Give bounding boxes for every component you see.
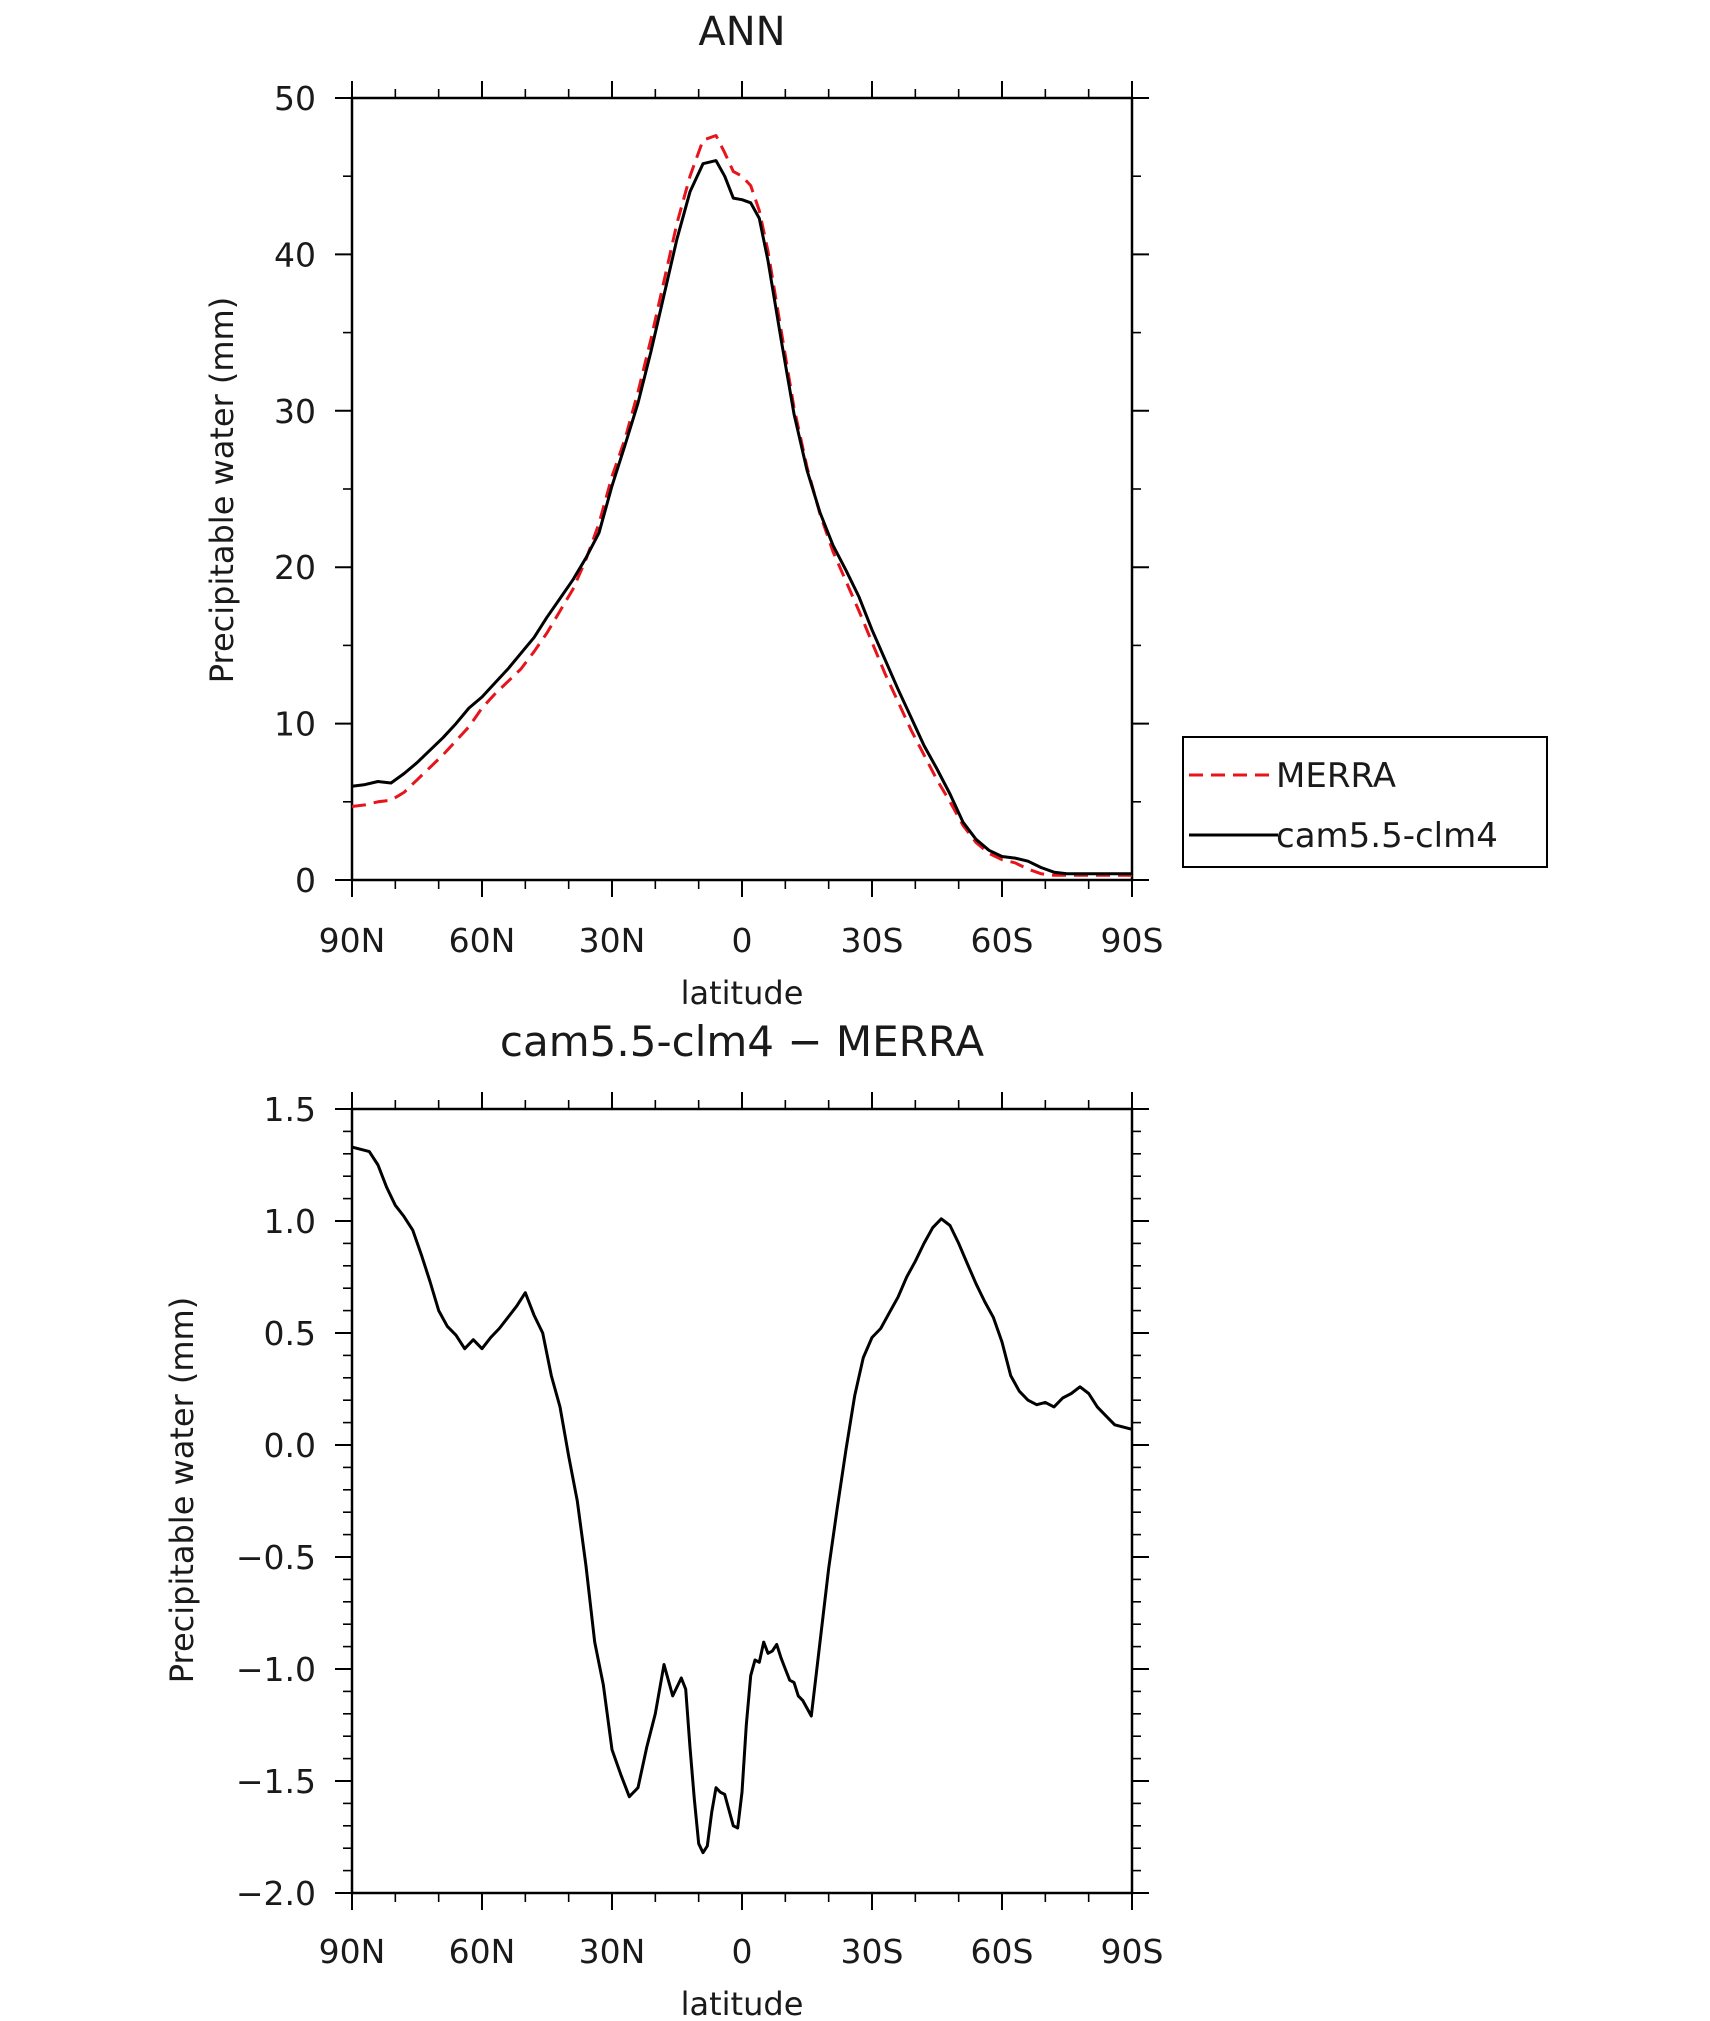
x-axis-title: latitude bbox=[681, 974, 804, 1012]
y-tick-label: 20 bbox=[274, 548, 316, 587]
x-axis-title: latitude bbox=[681, 1985, 804, 2021]
legend-label-cam: cam5.5-clm4 bbox=[1276, 816, 1498, 856]
x-tick-label: 30N bbox=[579, 921, 646, 960]
x-tick-label: 90N bbox=[319, 921, 386, 960]
y-tick-label: −1.5 bbox=[236, 1762, 316, 1801]
y-tick-label: 1.0 bbox=[264, 1202, 316, 1241]
chart-title: ANN bbox=[698, 9, 785, 55]
series-layer bbox=[351, 134, 1132, 877]
x-tick-label: 30S bbox=[841, 1932, 904, 1971]
x-tick-label: 60S bbox=[971, 1932, 1034, 1971]
plot-frame bbox=[350, 96, 1134, 882]
x-tick-label: 0 bbox=[732, 921, 753, 960]
y-tick-label: 50 bbox=[274, 79, 316, 118]
y-tick-label: 30 bbox=[274, 392, 316, 431]
series-layer bbox=[351, 1145, 1133, 1855]
x-tick-label: 90S bbox=[1101, 1932, 1164, 1971]
y-tick-label: 0.0 bbox=[264, 1426, 316, 1465]
y-tick-label: −0.5 bbox=[236, 1538, 316, 1577]
x-tick-label: 90N bbox=[319, 1932, 386, 1971]
x-tick-label: 90S bbox=[1101, 921, 1164, 960]
panel-annual-mean: ANN 90N 60N 30N 0 30S 60S 90S 0 10 20 30 40 50 Preci… bbox=[203, 9, 1548, 1012]
x-tick-label: 30S bbox=[841, 921, 904, 960]
series-line-difference bbox=[351, 1145, 1133, 1855]
x-tick-label: 0 bbox=[732, 1932, 753, 1971]
x-tick-label: 60S bbox=[971, 921, 1034, 960]
y-tick-label: 1.5 bbox=[264, 1090, 316, 1129]
chart-title: cam5.5-clm4 − MERRA bbox=[500, 1017, 984, 1066]
x-tick-label: 60N bbox=[449, 921, 516, 960]
x-tick-label: 60N bbox=[449, 1932, 516, 1971]
y-tick-label: −2.0 bbox=[236, 1874, 316, 1913]
axes: 90N 60N 30N 0 30S 60S 90S 0 10 20 30 40 50 bbox=[274, 79, 1163, 960]
x-tick-label: 30N bbox=[579, 1932, 646, 1971]
legend-label-merra: MERRA bbox=[1276, 756, 1396, 796]
y-tick-label: 0.5 bbox=[264, 1314, 316, 1353]
y-tick-label: 0 bbox=[295, 861, 316, 900]
y-axis-title: Precipitable water (mm) bbox=[163, 1297, 201, 1683]
y-axis-title: Precipitable water (mm) bbox=[203, 297, 241, 683]
axes: 90N 60N 30N 0 30S 60S 90S 1.5 1.0 0.5 0.0 −0.5 −1.0 −… bbox=[236, 1090, 1164, 1971]
y-tick-label: 10 bbox=[274, 705, 316, 744]
y-tick-label: −1.0 bbox=[236, 1650, 316, 1689]
series-line-merra bbox=[351, 134, 1132, 877]
panel-difference: cam5.5-clm4 − MERRA 90N 60N 30N 0 30S 60S 90S 1… bbox=[163, 1017, 1163, 2021]
legend: MERRA cam5.5-clm4 bbox=[1182, 736, 1548, 868]
legend-box bbox=[1182, 736, 1548, 868]
y-tick-label: 40 bbox=[274, 235, 316, 274]
series-line-cam5-5-clm4 bbox=[351, 159, 1132, 876]
